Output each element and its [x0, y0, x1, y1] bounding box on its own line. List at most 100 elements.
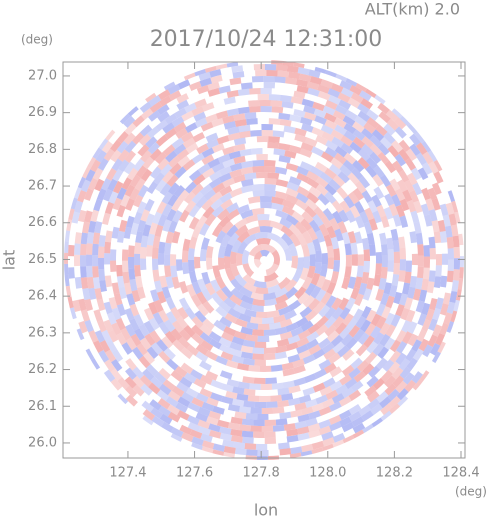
echo-cell	[260, 105, 272, 113]
echo-cell	[332, 341, 345, 354]
echo-cell	[225, 267, 236, 282]
echo-cell	[365, 165, 378, 178]
echo-cell	[96, 298, 106, 312]
echo-cell	[411, 371, 423, 384]
echo-cell	[398, 139, 411, 153]
echo-cell	[215, 61, 228, 70]
echo-cell	[299, 161, 313, 172]
echo-cell	[64, 263, 69, 276]
echo-cell	[376, 391, 389, 403]
echo-cell	[278, 305, 292, 316]
echo-cell	[354, 180, 367, 194]
echo-cell	[140, 108, 154, 120]
echo-cell	[288, 397, 301, 406]
echo-cell	[377, 346, 389, 360]
echo-cell	[310, 272, 321, 286]
echo-cell	[338, 395, 352, 407]
echo-cell	[240, 294, 254, 305]
echo-cell	[399, 114, 412, 127]
echo-cell	[104, 359, 116, 373]
echo-cell	[208, 410, 222, 420]
echo-cell	[292, 268, 303, 283]
echo-cell	[194, 256, 201, 269]
echo-cell	[297, 329, 311, 341]
echo-cell	[303, 105, 316, 115]
echo-cell	[274, 300, 288, 311]
echo-cell	[339, 416, 352, 427]
echo-cell	[305, 309, 318, 322]
echo-cell	[170, 370, 184, 382]
echo-cell	[336, 186, 349, 200]
echo-cell	[260, 383, 273, 390]
echo-cell	[329, 366, 343, 378]
echo-cell	[142, 368, 155, 381]
echo-cell	[401, 319, 412, 333]
echo-cell	[343, 123, 357, 135]
echo-cell	[334, 152, 347, 165]
echo-cell	[386, 118, 400, 131]
echo-cell	[197, 163, 211, 175]
echo-cell	[125, 385, 138, 398]
echo-cell	[251, 304, 264, 312]
echo-cell	[132, 132, 145, 145]
echo-cell	[277, 338, 290, 347]
echo-cell	[104, 275, 113, 288]
echo-cell	[179, 376, 193, 388]
echo-cell	[242, 339, 256, 348]
echo-cell	[377, 143, 390, 156]
echo-cell	[392, 375, 405, 388]
echo-cell	[199, 387, 213, 398]
echo-cell	[200, 248, 207, 262]
echo-cell	[129, 278, 138, 292]
echo-cell	[242, 249, 250, 265]
echo-cell	[239, 286, 253, 298]
x-tick-label: 127.6	[176, 466, 213, 481]
echo-cell	[319, 385, 333, 397]
echo-cell	[333, 260, 340, 273]
echo-cell	[205, 113, 218, 124]
echo-cell	[342, 313, 354, 326]
echo-cell	[301, 98, 315, 108]
echo-cell	[167, 182, 180, 195]
echo-cell	[252, 190, 265, 197]
echo-cell	[367, 390, 380, 403]
echo-cell	[435, 253, 443, 266]
echo-cell	[99, 340, 111, 353]
echo-cell	[133, 313, 144, 327]
echo-cell	[383, 123, 396, 136]
echo-cell	[222, 439, 235, 448]
echo-cell	[208, 177, 222, 189]
echo-cell	[98, 349, 110, 363]
echo-cell	[325, 295, 337, 309]
echo-cell	[285, 187, 299, 198]
echo-cell	[118, 159, 130, 173]
echo-cell	[230, 278, 243, 292]
echo-cell	[394, 188, 406, 201]
echo-cell	[121, 177, 133, 191]
echo-cell	[339, 80, 353, 91]
echo-cell	[387, 145, 400, 158]
echo-cell	[379, 174, 392, 188]
echo-cell	[328, 94, 341, 105]
echo-cell	[240, 178, 254, 188]
echo-cell	[275, 191, 288, 200]
echo-cell	[271, 202, 284, 212]
echo-cell	[363, 122, 376, 134]
echo-cell	[392, 214, 402, 227]
echo-cell	[360, 98, 374, 110]
echo-cell	[318, 425, 332, 436]
echo-cell	[199, 374, 213, 385]
echo-cell	[399, 198, 410, 212]
echo-cell	[221, 383, 234, 393]
echo-cell	[395, 329, 407, 343]
echo-cell	[132, 384, 145, 397]
echo-cell	[394, 117, 407, 130]
echo-cell	[318, 419, 332, 429]
echo-cell	[375, 303, 386, 317]
echo-cell	[459, 256, 464, 268]
echo-cell	[345, 337, 358, 350]
echo-cell	[239, 406, 251, 414]
echo-cell	[116, 264, 123, 277]
echo-cell	[298, 349, 311, 360]
echo-cell	[431, 182, 442, 195]
